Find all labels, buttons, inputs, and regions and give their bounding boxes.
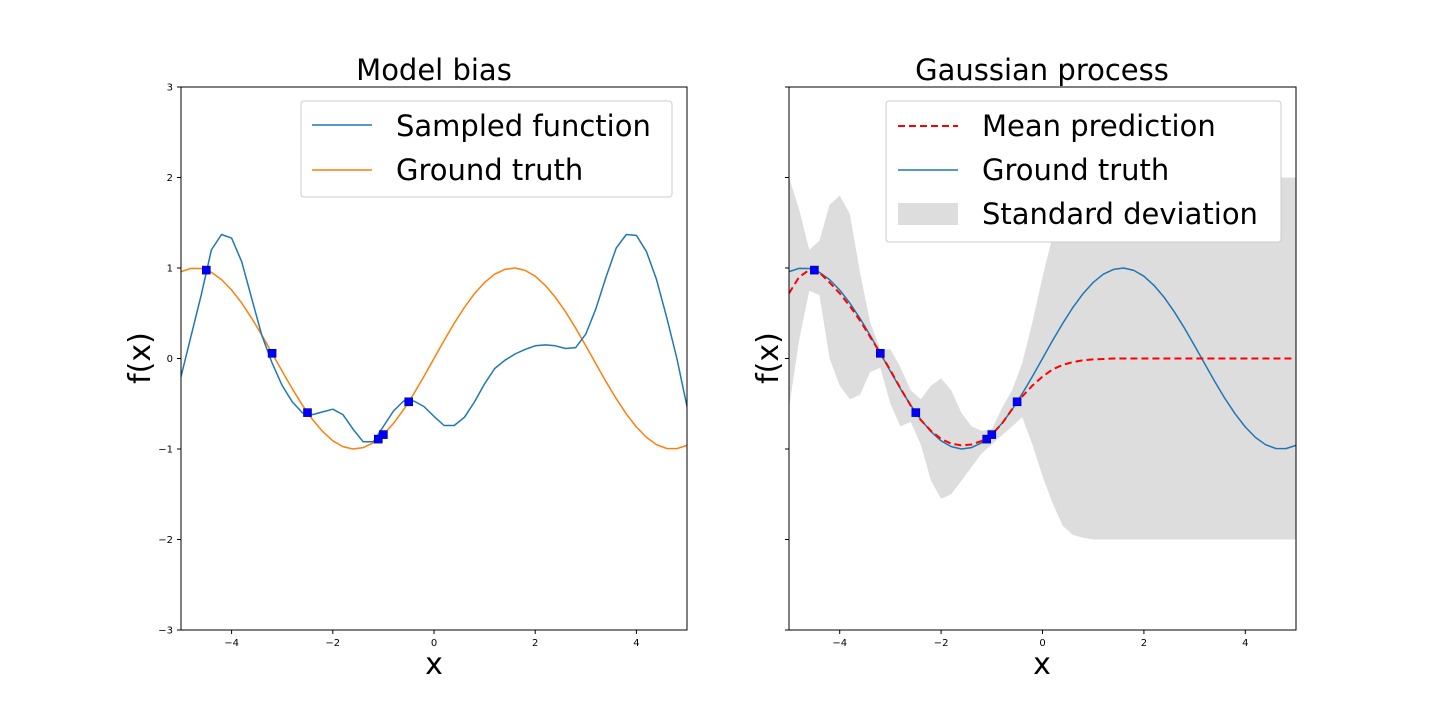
- y-tick-label: −1: [158, 445, 173, 456]
- x-tick-label: 2: [1141, 638, 1147, 649]
- legend-frame: [885, 100, 1282, 243]
- series-line-sampled-function: [181, 233, 687, 443]
- legend-label-standard-deviation: Standard deviation: [982, 197, 1258, 231]
- y-tick-label: 1: [167, 264, 173, 275]
- y-tick-label: 0: [167, 354, 173, 365]
- observation-point: [404, 397, 414, 407]
- chart-title: Gaussian process: [915, 53, 1169, 87]
- x-tick-label: −4: [224, 638, 239, 649]
- x-tick-label: 2: [532, 638, 538, 649]
- y-tick-label: −3: [158, 626, 173, 637]
- legend-frame: [300, 100, 673, 198]
- x-tick-label: 0: [1039, 638, 1045, 649]
- observation-point: [202, 265, 211, 275]
- y-tick-label: −2: [158, 535, 173, 546]
- observation-point: [373, 434, 383, 444]
- x-axis-label: x: [1033, 647, 1051, 682]
- y-axis-label: f(x): [751, 332, 786, 384]
- x-tick-label: 0: [431, 638, 437, 649]
- x-tick-label: 4: [633, 638, 639, 649]
- x-tick-label: 4: [1242, 638, 1248, 649]
- x-tick-label: −4: [832, 638, 847, 649]
- legend: Mean prediction Ground truth Standard de…: [885, 100, 1282, 243]
- observation-point: [267, 348, 277, 358]
- legend-label-mean-prediction: Mean prediction: [982, 109, 1216, 143]
- legend: Sampled function Ground truth: [300, 100, 673, 198]
- subplot-gaussian-process: −4 −2 0 2 4 Gaussian process x f(x) Mean pre…: [751, 53, 1297, 682]
- y-tick-label: 3: [167, 83, 173, 94]
- observation-point: [379, 430, 388, 439]
- observation-point: [982, 434, 992, 444]
- x-tick-label: −2: [934, 638, 949, 649]
- legend-swatch-standard-deviation: [898, 203, 958, 225]
- x-axis-label: x: [425, 647, 443, 682]
- legend-label-ground-truth: Ground truth: [396, 153, 583, 187]
- series-line-ground-truth: [181, 267, 687, 450]
- legend-label-sampled-function: Sampled function: [396, 109, 651, 143]
- x-tick-label: −2: [325, 638, 340, 649]
- observation-point: [987, 430, 997, 439]
- observation-point: [875, 348, 885, 358]
- y-tick-label: 2: [167, 173, 173, 184]
- y-axis-label: f(x): [123, 332, 158, 384]
- observation-point: [1012, 397, 1022, 407]
- series-line-mean-prediction: [789, 268, 1296, 447]
- legend-label-ground-truth: Ground truth: [982, 153, 1169, 187]
- observation-point: [303, 408, 312, 417]
- series-line-ground-truth: [789, 267, 1296, 450]
- observation-point: [810, 265, 819, 275]
- observation-point: [911, 408, 921, 417]
- subplot-model-bias: −4 −2 0 2 4 −3 −2 −1 0 1 2 3 Model bias x f(x) Samp…: [123, 53, 688, 682]
- chart-title: Model bias: [356, 53, 512, 87]
